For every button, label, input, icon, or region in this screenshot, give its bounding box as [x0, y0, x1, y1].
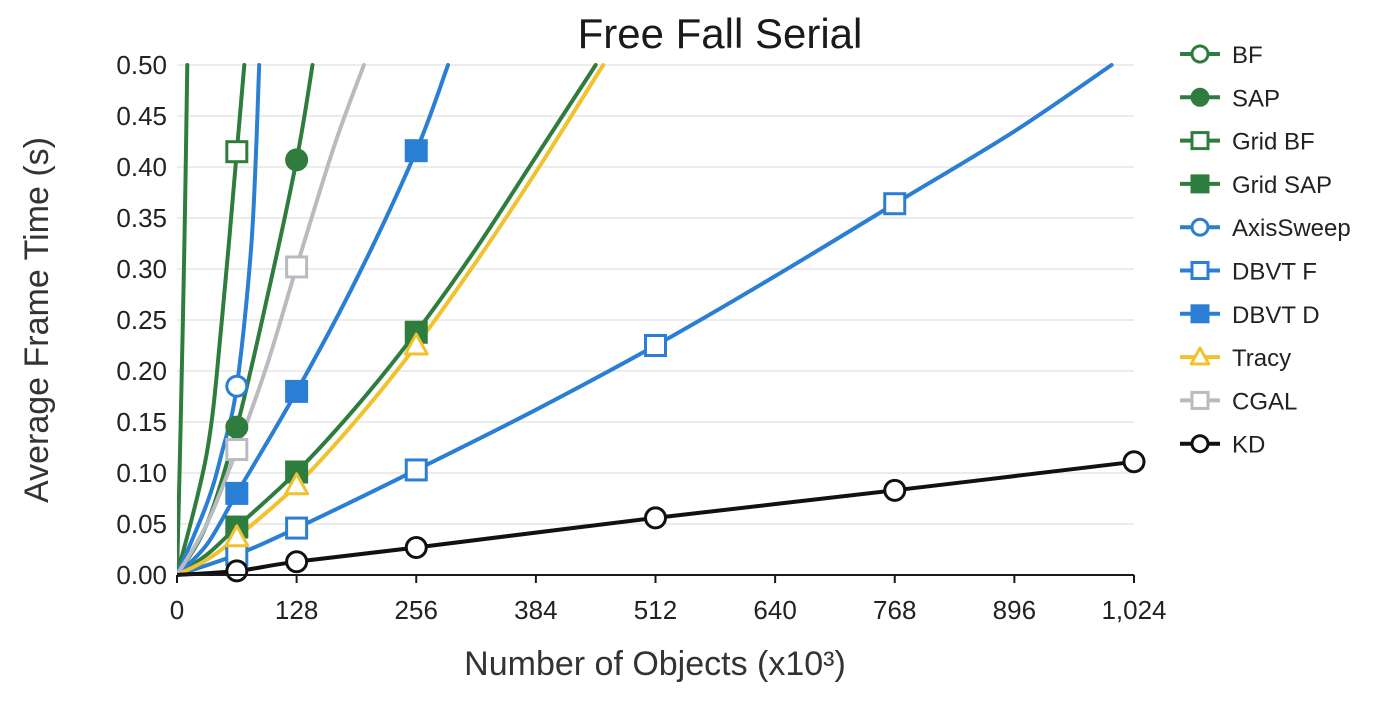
y-tick-label: 0.25	[116, 305, 167, 335]
legend-item-dbvt-d: DBVT D	[1180, 302, 1320, 329]
y-tick-label: 0.40	[116, 152, 167, 182]
legend-item-bf: BF	[1180, 42, 1263, 69]
y-tick-label: 0.50	[116, 50, 167, 80]
x-axis-ticks: 0 128 256 384 512 640 768 896 1,024	[170, 575, 1167, 625]
legend-marker-grid-bf	[1190, 131, 1210, 151]
data-point-grid-bf	[225, 140, 249, 164]
y-axis-label: Average Frame Time (s)	[18, 137, 56, 503]
legend-label: AxisSweep	[1232, 215, 1351, 242]
data-point-sap	[225, 415, 249, 439]
legend-marker-tracy	[1189, 346, 1211, 366]
legend-item-cgal: CGAL	[1180, 388, 1297, 415]
chart-title: Free Fall Serial	[578, 10, 863, 57]
y-tick-label: 0.10	[116, 458, 167, 488]
legend-label: DBVT D	[1232, 302, 1320, 329]
legend-item-axissweep: AxisSweep	[1180, 215, 1351, 242]
x-tick-label: 512	[634, 595, 677, 625]
series-line-grid-sap	[177, 63, 598, 577]
legend-label: DBVT F	[1232, 259, 1317, 286]
x-tick-label: 768	[873, 595, 916, 625]
series-line-bf	[177, 63, 190, 577]
x-tick-label: 0	[170, 595, 184, 625]
data-point-axissweep	[225, 374, 249, 398]
data-point-cgal	[225, 438, 249, 462]
legend-label: Tracy	[1232, 345, 1291, 372]
legend-marker-dbvt-f	[1190, 261, 1210, 280]
data-point-kd	[1122, 450, 1146, 474]
legend-item-sap: SAP	[1180, 85, 1280, 112]
data-point-dbvt-f	[404, 458, 428, 482]
data-point-tracy	[224, 524, 250, 548]
data-point-dbvt-f	[883, 192, 907, 216]
legend-item-tracy: Tracy	[1180, 345, 1291, 372]
x-tick-label: 384	[514, 595, 557, 625]
y-tick-label: 0.30	[116, 254, 167, 284]
legend-marker-sap	[1190, 87, 1210, 107]
legend-label: Grid SAP	[1232, 172, 1332, 199]
series-line-kd	[177, 459, 1136, 577]
x-tick-label: 896	[993, 595, 1036, 625]
legend-label: BF	[1232, 42, 1263, 69]
legend-item-grid-bf: Grid BF	[1180, 129, 1315, 156]
legend-label: SAP	[1232, 85, 1280, 112]
legend-marker-axissweep	[1190, 217, 1210, 237]
x-tick-label: 128	[275, 595, 318, 625]
legend-label: KD	[1232, 432, 1265, 459]
x-tick-label: 256	[395, 595, 438, 625]
data-point-cgal	[285, 255, 309, 279]
series-line-cgal	[177, 63, 366, 577]
y-tick-label: 0.45	[116, 101, 167, 131]
x-tick-label: 640	[753, 595, 796, 625]
series-line-grid-bf	[177, 63, 247, 577]
plot-area	[177, 63, 1146, 583]
y-tick-label: 0.05	[116, 509, 167, 539]
y-tick-label: 0.15	[116, 407, 167, 437]
data-point-kd	[404, 535, 428, 559]
y-tick-label: 0.00	[116, 560, 167, 590]
legend-marker-cgal	[1190, 390, 1210, 410]
data-point-kd	[644, 506, 667, 530]
y-tick-label: 0.35	[116, 203, 167, 233]
legend-item-grid-sap: Grid SAP	[1180, 172, 1332, 199]
legend-marker-bf	[1190, 44, 1210, 64]
legend-label: Grid BF	[1232, 129, 1315, 156]
data-point-tracy	[403, 332, 429, 356]
data-point-dbvt-f	[285, 516, 309, 540]
y-axis-ticks: 0.00 0.05 0.10 0.15 0.20 0.25 0.30 0.35 0.40 0.45…	[116, 50, 167, 590]
data-point-dbvt-d	[285, 379, 309, 403]
legend: BF SAP Grid BF Grid SAP AxisSweep DBVT F DBVT …	[1180, 42, 1351, 459]
data-point-sap	[285, 148, 309, 172]
y-tick-label: 0.20	[116, 356, 167, 386]
legend-marker-kd	[1190, 434, 1210, 454]
data-point-kd	[285, 550, 309, 574]
data-point-tracy	[284, 472, 310, 496]
legend-item-kd: KD	[1180, 432, 1265, 459]
data-point-dbvt-d	[404, 139, 428, 163]
data-point-kd	[883, 478, 907, 502]
series-line-tracy	[177, 63, 606, 577]
x-axis-label: Number of Objects (x10³)	[464, 645, 846, 683]
x-tick-label: 1,024	[1101, 595, 1166, 625]
legend-label: CGAL	[1232, 388, 1297, 415]
legend-marker-dbvt-d	[1190, 304, 1210, 324]
legend-marker-grid-sap	[1190, 174, 1210, 194]
data-point-dbvt-d	[225, 481, 249, 505]
data-point-dbvt-f	[644, 334, 667, 357]
data-point-kd	[225, 559, 249, 583]
legend-item-dbvt-f: DBVT F	[1180, 259, 1317, 286]
grid-lines	[177, 64, 1134, 525]
